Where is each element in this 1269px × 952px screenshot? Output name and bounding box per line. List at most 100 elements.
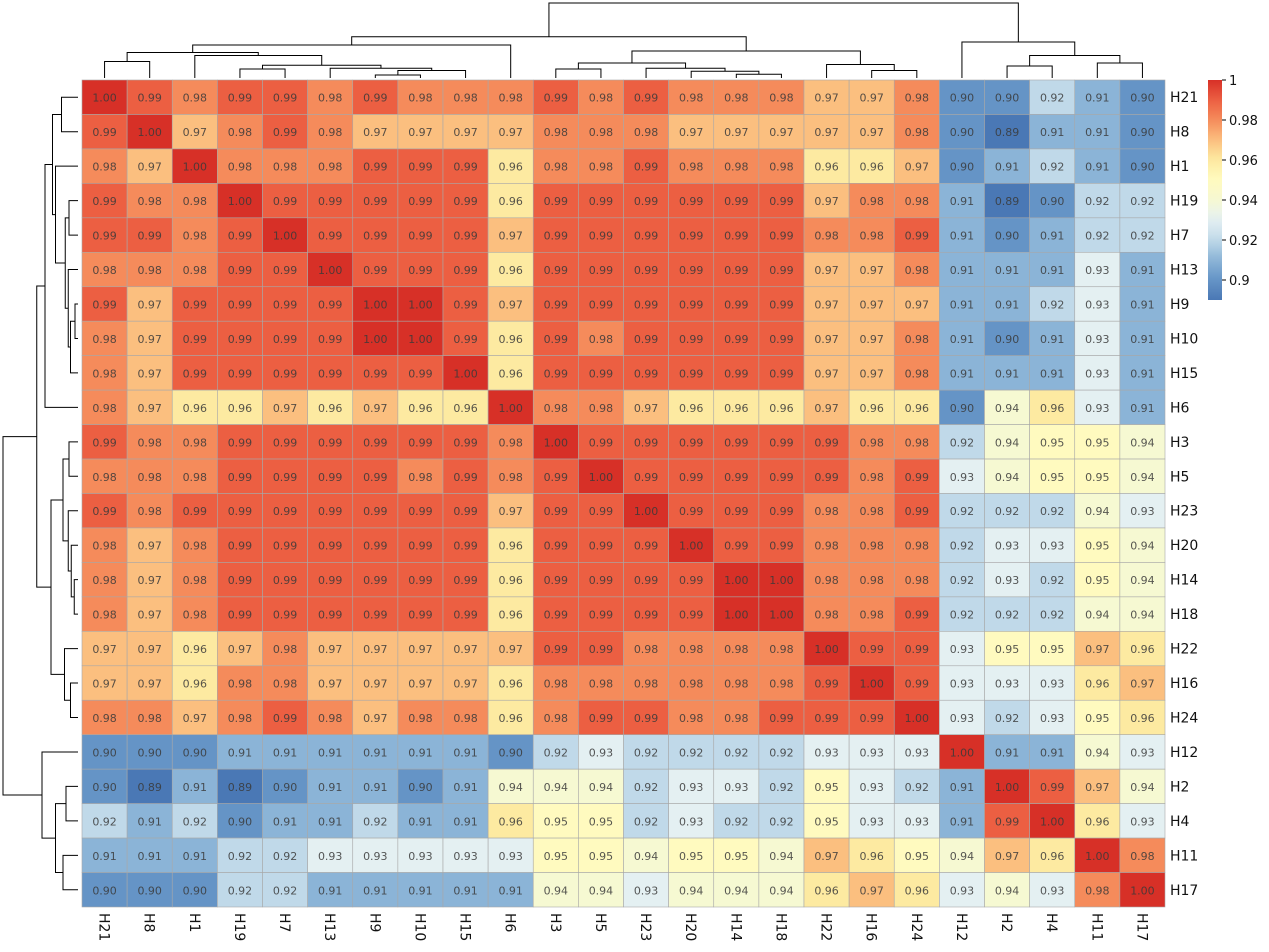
cell-value-label: 0.99: [634, 230, 659, 243]
cell-value-label: 0.98: [544, 161, 569, 174]
cell-value-label: 0.92: [92, 815, 117, 828]
heatmap-cell: [81, 596, 128, 632]
cell-value-label: 0.97: [498, 230, 523, 243]
cell-value-label: 0.99: [228, 609, 253, 622]
cell-value-label: 0.99: [273, 471, 298, 484]
heatmap-cell: [81, 183, 128, 219]
cell-value-label: 1.00: [905, 712, 930, 725]
cell-value-label: 0.99: [453, 471, 478, 484]
cell-value-label: 0.90: [995, 333, 1020, 346]
cell-value-label: 0.92: [634, 746, 659, 759]
cell-value-label: 0.99: [183, 505, 208, 518]
cell-value-label: 0.98: [859, 436, 884, 449]
heatmap-cell: [307, 458, 354, 494]
heatmap-cell: [532, 320, 579, 356]
cell-value-label: 0.98: [634, 678, 659, 691]
heatmap-cell: [487, 734, 534, 770]
heatmap-cell: [262, 286, 308, 322]
heatmap-cell: [171, 183, 218, 219]
heatmap-cell: [668, 872, 715, 908]
heatmap-cell: [713, 458, 760, 494]
cell-value-label: 0.95: [1040, 471, 1065, 484]
cell-value-label: 0.99: [273, 712, 298, 725]
heatmap-cell: [217, 527, 263, 563]
heatmap-cell: [758, 562, 805, 598]
heatmap-cell: [984, 768, 1030, 804]
column-label: H21: [96, 913, 112, 941]
cell-value-label: 0.94: [1130, 781, 1155, 794]
cell-value-label: 0.99: [363, 471, 388, 484]
heatmap-cell: [578, 458, 624, 494]
cell-value-label: 1.00: [453, 367, 478, 380]
cell-value-label: 0.99: [769, 540, 794, 553]
cell-value-label: 0.92: [1130, 230, 1155, 243]
heatmap-cell: [1119, 803, 1166, 839]
heatmap-cell: [668, 768, 715, 804]
cell-value-label: 0.99: [318, 367, 343, 380]
cell-value-label: 0.96: [859, 850, 884, 863]
cell-value-label: 0.99: [859, 712, 884, 725]
cell-value-label: 0.98: [92, 712, 117, 725]
cell-value-label: 0.97: [363, 126, 388, 139]
heatmap-cell: [713, 562, 760, 598]
heatmap-cell: [803, 872, 850, 908]
cell-value-label: 1.00: [273, 230, 298, 243]
cell-value-label: 0.91: [408, 884, 433, 897]
heatmap-cell: [758, 286, 805, 322]
heatmap-cell: [397, 355, 444, 391]
cell-value-label: 0.99: [634, 92, 659, 105]
cell-value-label: 0.93: [859, 815, 884, 828]
heatmap-cell: [758, 803, 805, 839]
heatmap-cell: [893, 631, 940, 667]
heatmap-cell: [307, 217, 354, 253]
cell-value-label: 0.99: [544, 298, 569, 311]
cell-value-label: 0.99: [228, 574, 253, 587]
heatmap-cell: [893, 562, 940, 598]
cell-value-label: 0.97: [769, 126, 794, 139]
heatmap-cell: [1029, 837, 1076, 873]
cell-value-label: 0.99: [408, 264, 433, 277]
cell-value-label: 0.96: [498, 712, 523, 725]
heatmap-cell: [939, 320, 985, 356]
cell-value-label: 0.95: [1085, 471, 1110, 484]
cell-value-label: 0.90: [92, 781, 117, 794]
heatmap-cell: [758, 389, 805, 425]
cell-value-label: 0.98: [183, 92, 208, 105]
cell-value-label: 0.95: [1085, 540, 1110, 553]
heatmap-cell: [848, 837, 895, 873]
heatmap-cell: [623, 493, 669, 529]
cell-value-label: 0.98: [589, 126, 614, 139]
left-dendrogram: [2, 96, 78, 891]
cell-value-label: 0.92: [769, 781, 794, 794]
heatmap-cell: [532, 837, 579, 873]
heatmap-cell: [984, 217, 1030, 253]
heatmap-cell: [1074, 320, 1121, 356]
cell-value-label: 0.91: [995, 746, 1020, 759]
heatmap-cell: [668, 79, 715, 115]
cell-value-label: 0.90: [950, 92, 975, 105]
cell-value-label: 0.97: [724, 126, 749, 139]
row-label: H18: [1170, 607, 1198, 623]
cell-value-label: 0.99: [634, 609, 659, 622]
colorbar-tick-label: 0.9: [1229, 274, 1250, 289]
heatmap-cell: [713, 114, 760, 150]
cell-value-label: 0.97: [137, 367, 162, 380]
heatmap-cell: [532, 148, 579, 184]
cell-value-label: 0.91: [318, 815, 343, 828]
cell-value-label: 0.99: [769, 367, 794, 380]
dendrogram-link: [631, 50, 861, 65]
cell-value-label: 0.99: [228, 505, 253, 518]
cell-value-label: 1.00: [498, 402, 523, 415]
heatmap-cell: [668, 803, 715, 839]
cell-value-label: 0.99: [634, 367, 659, 380]
dendrogram-link: [1096, 62, 1143, 78]
cell-value-label: 0.97: [859, 92, 884, 105]
cell-value-label: 0.90: [137, 746, 162, 759]
cell-value-label: 0.99: [544, 195, 569, 208]
heatmap-cell: [442, 872, 489, 908]
heatmap-cell: [262, 768, 308, 804]
heatmap-cell: [397, 768, 444, 804]
heatmap-cell: [532, 79, 579, 115]
cell-value-label: 0.99: [92, 195, 117, 208]
heatmap-cell: [262, 872, 308, 908]
